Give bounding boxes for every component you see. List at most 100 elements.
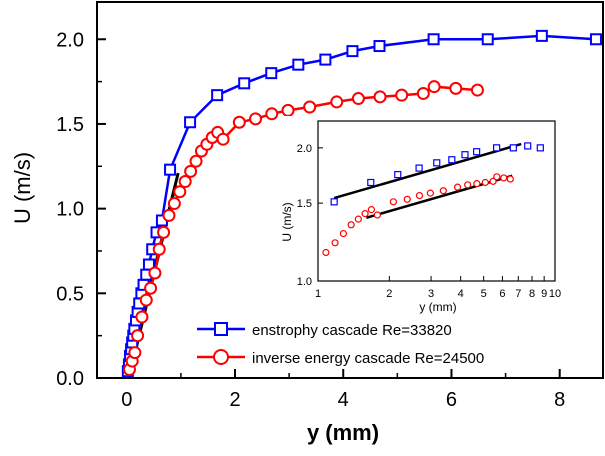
main-series-2-point bbox=[281, 103, 295, 117]
main-series-1-point bbox=[292, 58, 305, 71]
inset-y-tick-label: 1.0 bbox=[297, 276, 312, 288]
main-y-axis-title: U (m/s) bbox=[10, 152, 35, 224]
inset-series-2-point bbox=[331, 239, 339, 247]
inset-plot-frame bbox=[317, 120, 556, 282]
main-series-2-point bbox=[303, 100, 317, 114]
inset-series-1-point bbox=[394, 170, 402, 179]
main-series-1-point bbox=[319, 53, 332, 66]
main-series-2-point bbox=[152, 242, 166, 256]
legend-marker-series-1 bbox=[214, 322, 228, 336]
main-y-tick-label: 0.5 bbox=[56, 283, 84, 305]
main-x-axis-title: y (mm) bbox=[307, 420, 379, 445]
main-series-2-point bbox=[189, 154, 203, 168]
main-series-1-point bbox=[427, 33, 440, 46]
main-series-2-point bbox=[167, 197, 181, 211]
main-x-tick-label: 6 bbox=[446, 389, 457, 411]
main-x-tick-label: 4 bbox=[338, 389, 349, 411]
main-series-1-point bbox=[589, 33, 602, 46]
legend: enstrophy cascade Re=33820 inverse energ… bbox=[197, 322, 484, 367]
main-plot-frame bbox=[96, 1, 604, 379]
main-series-2-point bbox=[395, 88, 409, 102]
inset-x-tick-label: 1 bbox=[315, 288, 321, 300]
inset-series-2-point bbox=[453, 183, 462, 191]
main-series-1-point bbox=[265, 67, 278, 80]
main-series bbox=[121, 29, 602, 378]
inset-series-2-point bbox=[489, 177, 497, 185]
inset-x-tick-label: 3 bbox=[428, 288, 434, 300]
main-series-1-point bbox=[164, 163, 177, 176]
inset-series-1-point bbox=[415, 164, 423, 172]
main-series-2-point bbox=[148, 266, 162, 280]
inset-series-2-point bbox=[415, 191, 424, 200]
main-series-2-point bbox=[139, 293, 153, 307]
main-y-tick-label: 2.0 bbox=[56, 29, 84, 51]
legend-label-series-1: enstrophy cascade Re=33820 bbox=[252, 322, 452, 339]
inset-background bbox=[282, 116, 569, 318]
main-x-tick-label: 0 bbox=[121, 389, 132, 411]
main-series-1-point bbox=[535, 29, 548, 42]
main-series-2-point bbox=[157, 225, 171, 239]
inset-series-2-point bbox=[373, 211, 381, 219]
inset-fit-line bbox=[333, 142, 522, 200]
inset-series-2-point bbox=[367, 206, 375, 214]
main-series-2-point bbox=[144, 281, 158, 295]
inset-y-tick-label: 2.0 bbox=[297, 143, 312, 155]
main-series-1-point bbox=[142, 258, 155, 271]
main-series-2-point bbox=[330, 95, 344, 109]
main-ticks: 0 2 4 6 8 0.0 0.5 1.0 1.5 2.0 bbox=[56, 29, 565, 411]
main-series-2-point bbox=[470, 83, 484, 97]
inset-x-tick-label: 7 bbox=[515, 288, 521, 300]
main-series-2-point bbox=[131, 329, 145, 343]
inset-series-2-point bbox=[389, 198, 397, 206]
inset-series-2-point bbox=[481, 178, 489, 187]
inset-x-tick-label: 10 bbox=[549, 288, 561, 300]
inset-series-1-point bbox=[492, 144, 501, 152]
inset-series-1-point bbox=[433, 159, 441, 167]
main-series-1-point bbox=[184, 116, 197, 129]
main-series-2-point bbox=[351, 92, 365, 106]
main-series-2-point bbox=[249, 112, 263, 126]
main-series-2-point bbox=[216, 132, 230, 146]
inset-series-1-point bbox=[524, 142, 532, 150]
inset-series-2-point bbox=[426, 189, 434, 197]
inset-series-2-point bbox=[500, 174, 508, 182]
inset-series-2-point bbox=[464, 181, 472, 189]
inset-series-2-point bbox=[403, 195, 411, 203]
main-series-2-point bbox=[173, 185, 187, 199]
inset-ticks: 1 2 3 4 5 6 7 8 9 10 1.0 1.5 2.0 bbox=[297, 143, 561, 300]
inset-x-tick-label: 8 bbox=[529, 288, 535, 300]
inset-series bbox=[322, 142, 544, 257]
inset-x-tick-label: 2 bbox=[386, 288, 392, 300]
inset-series-2-point bbox=[347, 221, 355, 229]
main-series-2-point bbox=[128, 346, 142, 360]
inset-series-1-point bbox=[509, 144, 517, 152]
main-y-tick-label: 0.0 bbox=[56, 368, 84, 390]
main-series-2-point bbox=[416, 86, 430, 100]
main-series-1-point bbox=[238, 77, 251, 90]
legend-label-series-2: inverse energy cascade Re=24500 bbox=[252, 350, 484, 367]
main-series-2-point bbox=[232, 115, 246, 129]
inset-series-1-point bbox=[367, 178, 375, 187]
main-series-2-point bbox=[265, 107, 279, 121]
inset-series-1-point bbox=[448, 156, 456, 164]
main-series-2-point bbox=[162, 208, 176, 222]
main-x-tick-label: 2 bbox=[229, 389, 240, 411]
inset-series-2-point bbox=[322, 248, 330, 257]
inset-x-tick-label: 9 bbox=[541, 288, 547, 300]
inset-series-2-point bbox=[493, 173, 501, 181]
main-series-2-point bbox=[427, 80, 441, 94]
main-series-1-point bbox=[211, 89, 224, 102]
inset-series-1-point bbox=[473, 148, 481, 156]
main-series-2-point bbox=[178, 175, 192, 189]
main-series-2-point bbox=[135, 310, 149, 324]
main-y-tick-label: 1.0 bbox=[56, 199, 84, 221]
main-x-tick-label: 8 bbox=[554, 389, 565, 411]
inset-x-tick-label: 6 bbox=[499, 288, 505, 300]
inset-series-1-point bbox=[330, 198, 338, 206]
main-series-2-point bbox=[449, 81, 463, 95]
main-y-tick-label: 1.5 bbox=[56, 114, 84, 136]
legend-marker-series-2 bbox=[213, 349, 229, 365]
inset-series-2-point bbox=[354, 215, 362, 223]
